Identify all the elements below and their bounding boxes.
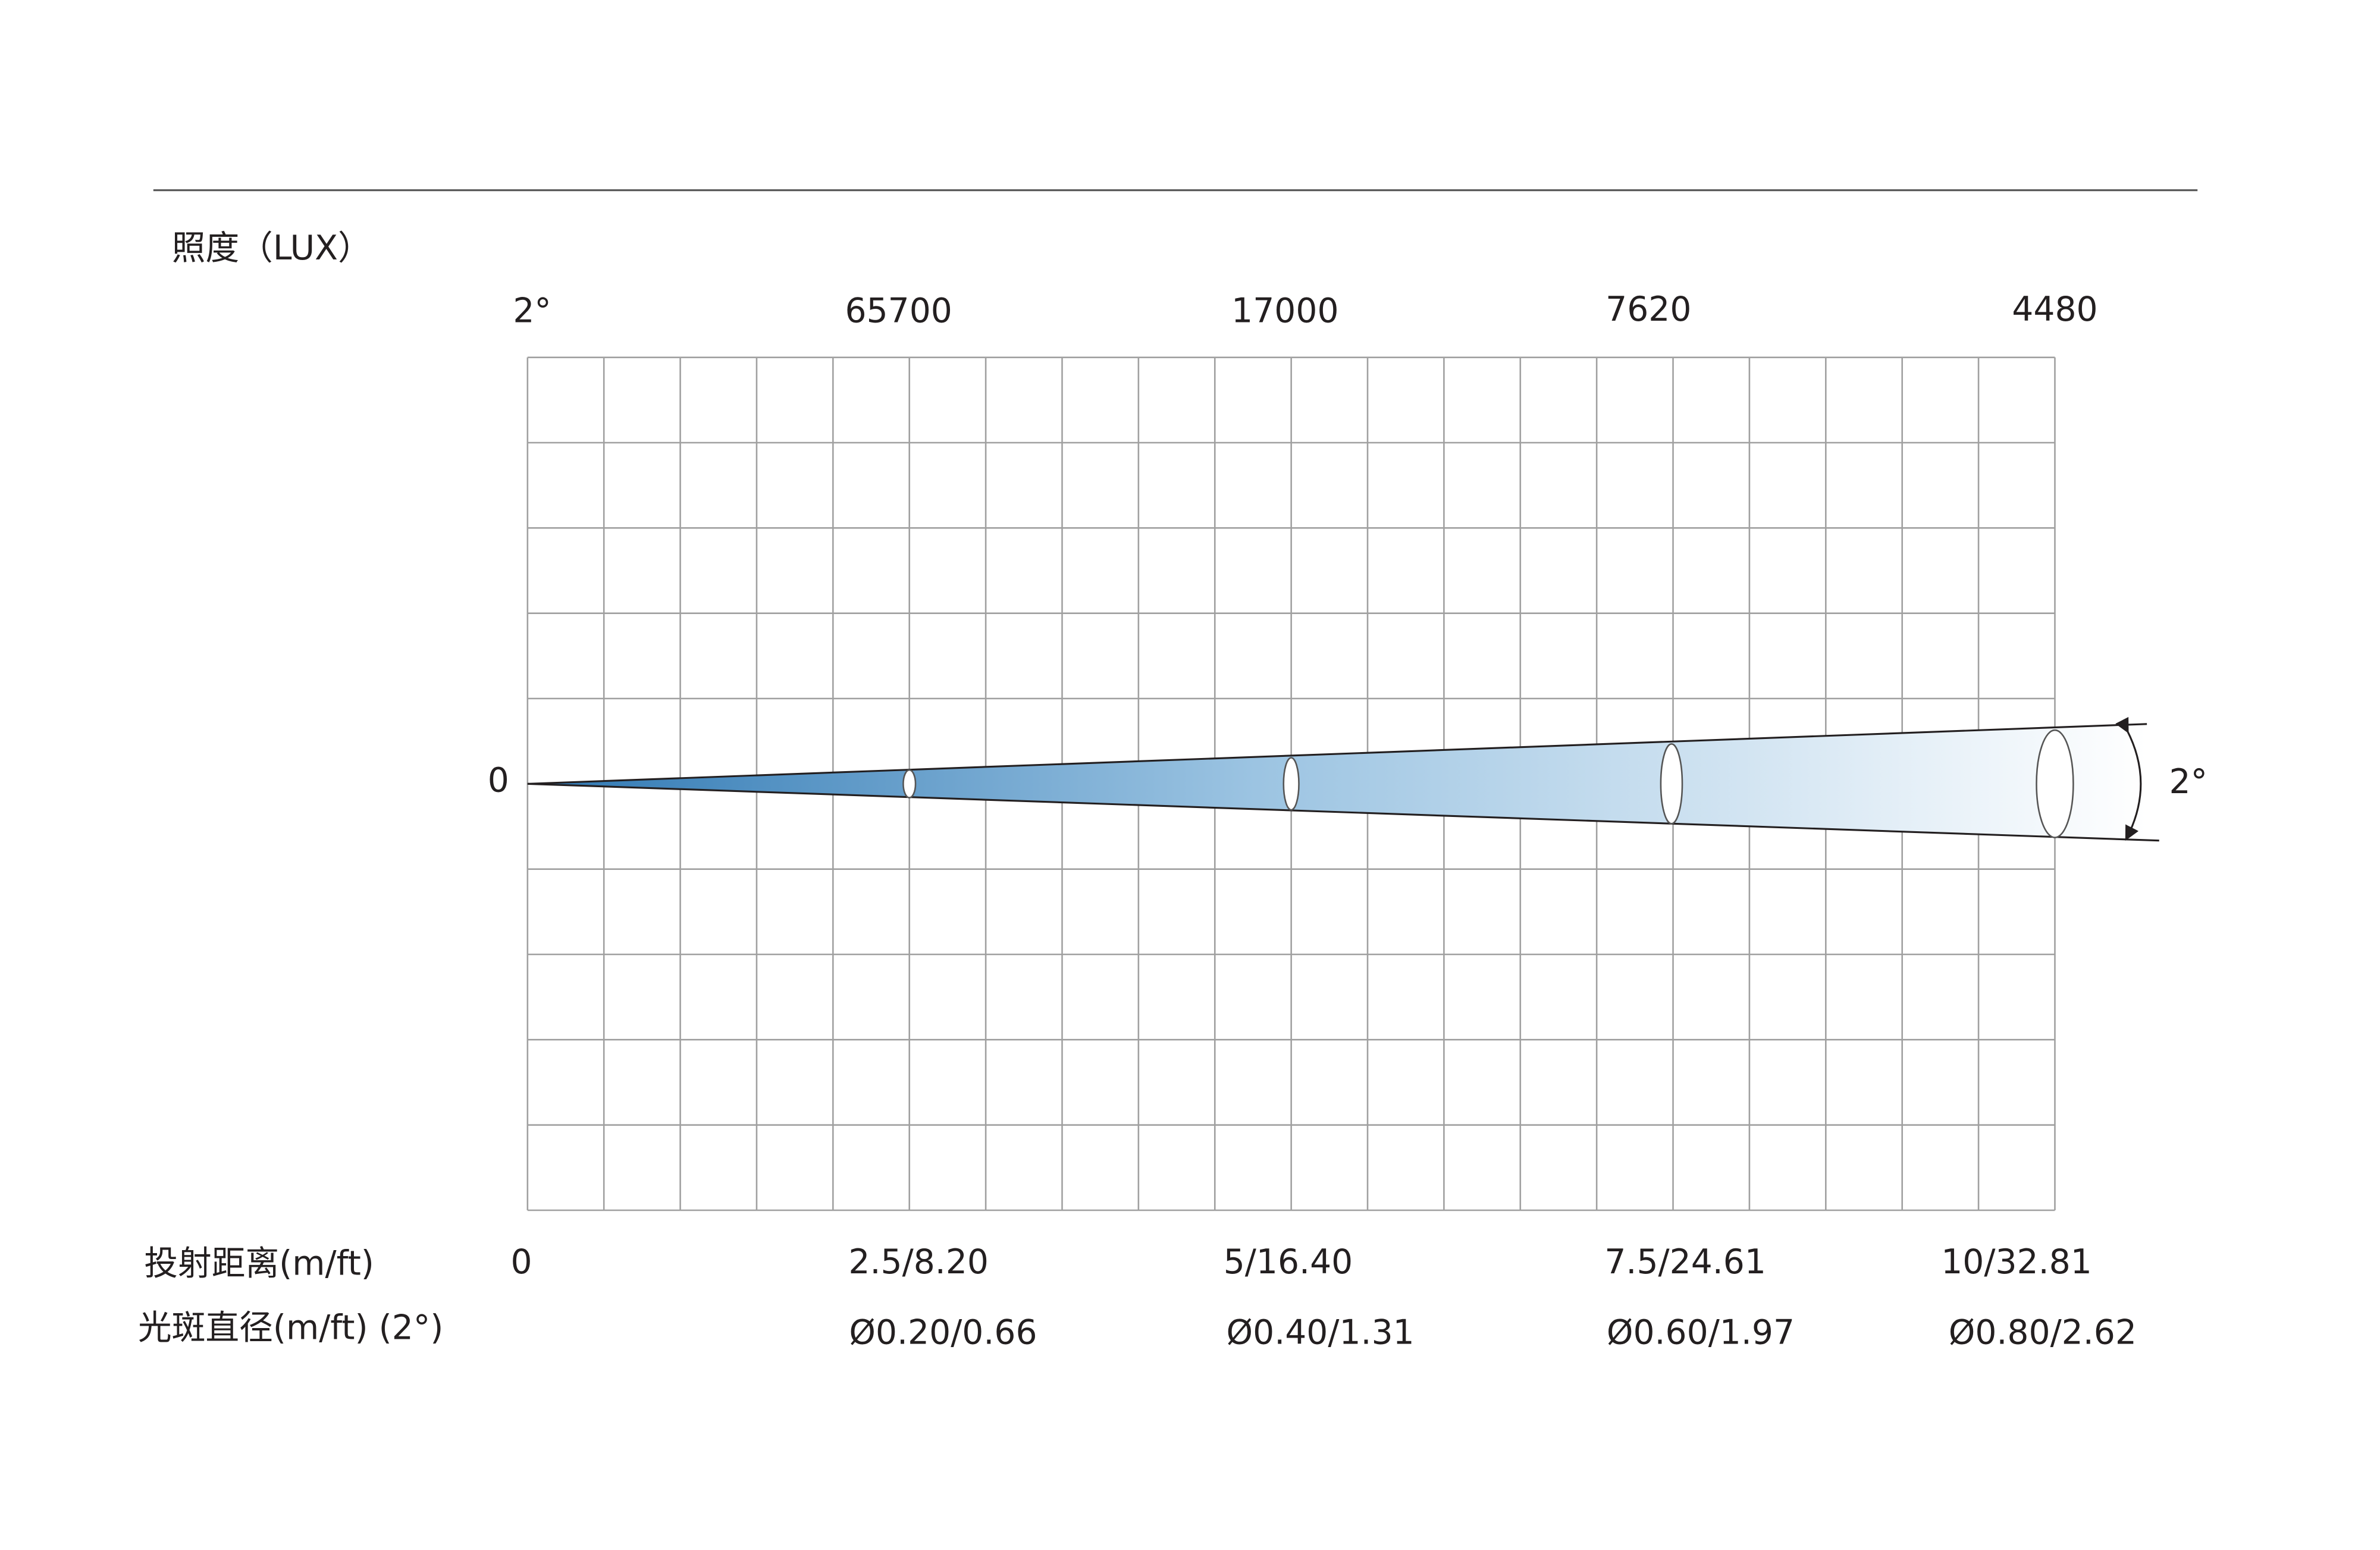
diameter-value: Ø0.80/2.62 [1949, 1313, 2137, 1352]
beam-edge [527, 782, 2159, 842]
beam-edge [527, 723, 2147, 785]
title: 照度（LUX） [172, 228, 372, 268]
distance-value: 0 [510, 1242, 532, 1282]
lux-value: 65700 [845, 292, 952, 331]
diameter-value: Ø0.20/0.66 [849, 1313, 1037, 1352]
beam [527, 724, 2159, 841]
distance-value: 10/32.81 [1941, 1242, 2092, 1282]
diameter-value: Ø0.40/1.31 [1226, 1313, 1414, 1352]
spot [1660, 743, 1683, 825]
diameter-label: 光斑直径(m/ft) (2°) [138, 1308, 443, 1348]
angle-arrow [2115, 716, 2142, 841]
spot [2036, 729, 2074, 838]
distance-value: 7.5/24.61 [1604, 1242, 1766, 1282]
spot [1282, 757, 1300, 811]
distance-value: 2.5/8.20 [848, 1242, 989, 1282]
distance-label: 投射距离(m/ft) [144, 1244, 374, 1283]
beam-angle: 2° [2169, 762, 2207, 801]
distance-value: 5/16.40 [1224, 1242, 1353, 1282]
lux-value: 7620 [1606, 290, 1691, 329]
lux-value: 4480 [2012, 290, 2097, 329]
spot [902, 769, 917, 799]
lux-value: 17000 [1231, 292, 1338, 331]
origin-label: 0 [488, 760, 509, 800]
beam-angle: 2° [513, 292, 551, 331]
diameter-value: Ø0.60/1.97 [1607, 1313, 1795, 1352]
